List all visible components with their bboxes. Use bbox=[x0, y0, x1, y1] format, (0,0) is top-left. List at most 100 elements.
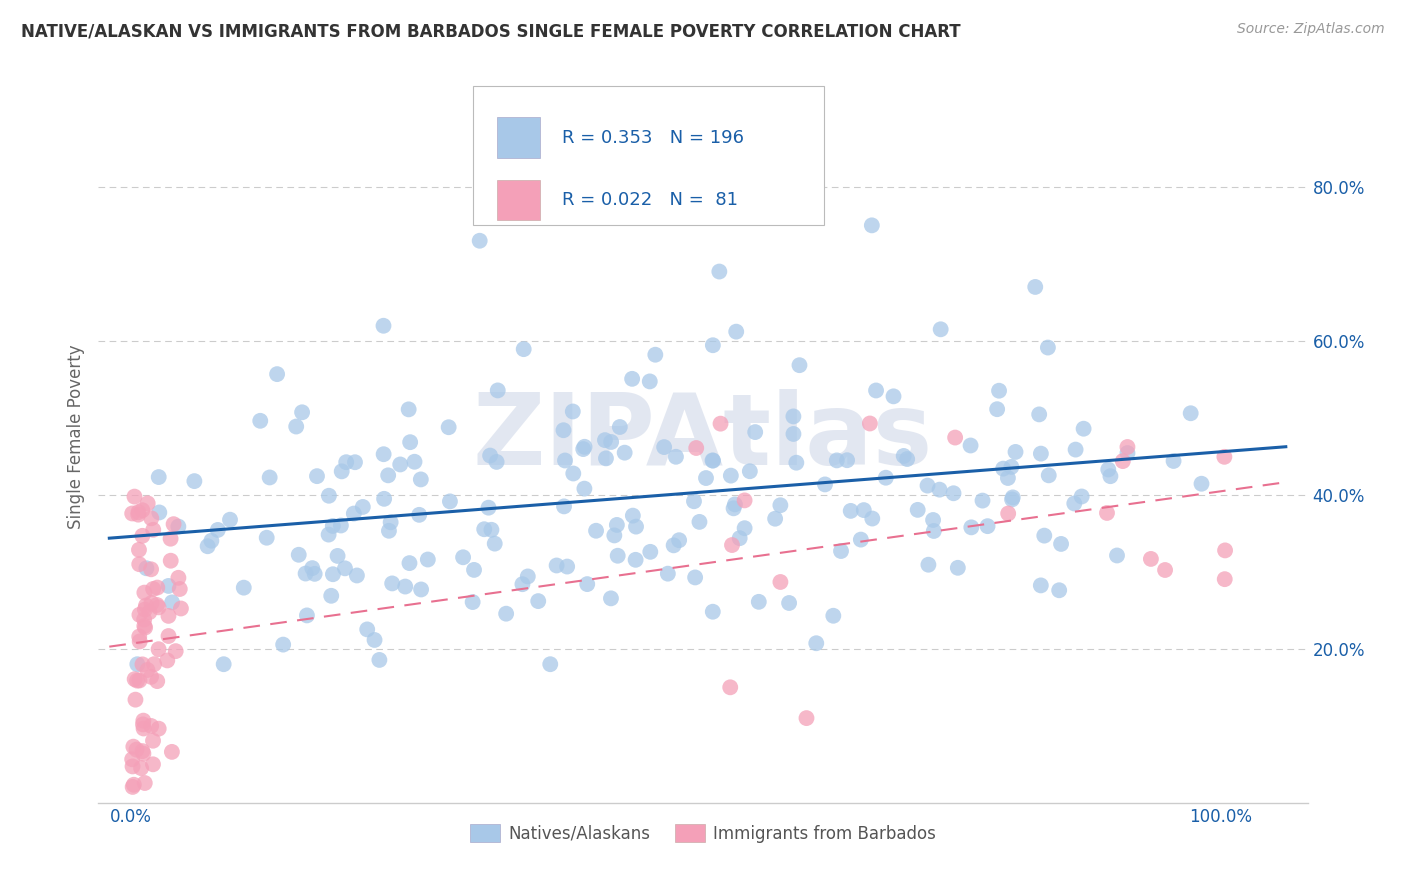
Point bbox=[141, 719, 163, 733]
Point bbox=[212, 657, 235, 672]
Point bbox=[624, 553, 647, 567]
Point bbox=[356, 623, 378, 637]
Point bbox=[959, 438, 981, 452]
Point bbox=[378, 524, 401, 538]
Point bbox=[131, 503, 153, 517]
Point bbox=[600, 434, 623, 449]
Point bbox=[249, 414, 271, 428]
Point bbox=[183, 474, 205, 488]
Point bbox=[593, 433, 616, 447]
Point bbox=[318, 489, 340, 503]
Point bbox=[479, 449, 502, 463]
Point bbox=[613, 445, 636, 459]
Point bbox=[148, 470, 170, 484]
Point bbox=[702, 453, 724, 467]
Point bbox=[600, 591, 623, 606]
Point bbox=[321, 589, 343, 603]
Point bbox=[128, 558, 150, 572]
Point bbox=[512, 577, 534, 591]
Point bbox=[960, 520, 983, 534]
Point bbox=[922, 524, 945, 538]
Point bbox=[991, 461, 1014, 475]
Point bbox=[139, 670, 162, 684]
Point bbox=[561, 404, 583, 418]
Text: Source: ZipAtlas.com: Source: ZipAtlas.com bbox=[1237, 22, 1385, 37]
Point bbox=[986, 402, 1008, 417]
Point bbox=[709, 264, 731, 278]
Point bbox=[389, 458, 412, 472]
Point bbox=[1213, 572, 1236, 586]
Point bbox=[917, 478, 939, 492]
Point bbox=[928, 483, 950, 497]
Point bbox=[486, 384, 509, 398]
Point bbox=[1154, 563, 1177, 577]
Point bbox=[527, 594, 550, 608]
Point bbox=[574, 440, 596, 454]
Point bbox=[399, 435, 422, 450]
Point bbox=[702, 338, 724, 352]
Point bbox=[538, 657, 561, 672]
Point bbox=[1213, 543, 1236, 558]
Point bbox=[644, 348, 666, 362]
Point bbox=[373, 491, 395, 506]
Point bbox=[333, 561, 356, 575]
Point bbox=[882, 389, 904, 403]
Point bbox=[165, 644, 187, 658]
Point bbox=[495, 607, 517, 621]
Point bbox=[574, 482, 596, 496]
Point bbox=[477, 500, 499, 515]
Point bbox=[148, 505, 170, 519]
Point bbox=[322, 567, 344, 582]
Point bbox=[160, 595, 183, 609]
Point bbox=[127, 508, 149, 522]
Point bbox=[724, 497, 747, 511]
Point bbox=[291, 405, 314, 419]
Point bbox=[121, 759, 143, 773]
Point bbox=[157, 608, 180, 623]
Point bbox=[139, 562, 162, 576]
Point bbox=[806, 636, 828, 650]
Point bbox=[997, 471, 1019, 485]
Point bbox=[624, 519, 647, 533]
Point bbox=[343, 455, 366, 469]
Point bbox=[134, 619, 156, 633]
Point bbox=[416, 552, 439, 566]
FancyBboxPatch shape bbox=[498, 179, 540, 219]
Point bbox=[394, 580, 416, 594]
Point bbox=[688, 515, 710, 529]
FancyBboxPatch shape bbox=[498, 118, 540, 158]
Point bbox=[305, 469, 328, 483]
Point bbox=[875, 471, 897, 485]
Point bbox=[685, 441, 707, 455]
Point bbox=[1073, 422, 1095, 436]
Point bbox=[304, 566, 326, 581]
Point bbox=[157, 629, 180, 643]
Point bbox=[702, 453, 724, 467]
Point bbox=[481, 523, 503, 537]
Point bbox=[128, 634, 150, 648]
Point bbox=[785, 456, 807, 470]
Point bbox=[318, 527, 340, 541]
Point bbox=[232, 581, 254, 595]
Point bbox=[1033, 528, 1056, 542]
Point bbox=[142, 523, 165, 537]
Point bbox=[143, 657, 166, 672]
Point bbox=[1099, 469, 1122, 483]
Point bbox=[141, 511, 163, 525]
Point bbox=[595, 451, 617, 466]
Point bbox=[1050, 537, 1073, 551]
Point bbox=[603, 528, 626, 542]
Point bbox=[156, 653, 179, 667]
Point bbox=[295, 608, 318, 623]
Point bbox=[796, 711, 818, 725]
Legend: Natives/Alaskans, Immigrants from Barbados: Natives/Alaskans, Immigrants from Barbad… bbox=[463, 818, 943, 849]
Point bbox=[122, 739, 145, 754]
Point bbox=[259, 470, 281, 484]
Point bbox=[129, 761, 152, 775]
Point bbox=[451, 550, 474, 565]
Point bbox=[207, 523, 229, 537]
Point bbox=[294, 566, 316, 581]
Point bbox=[200, 533, 222, 548]
Point bbox=[363, 632, 385, 647]
Point bbox=[782, 409, 804, 424]
